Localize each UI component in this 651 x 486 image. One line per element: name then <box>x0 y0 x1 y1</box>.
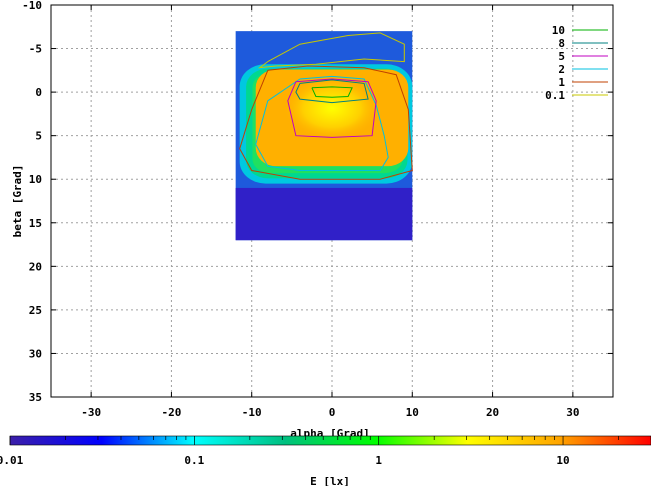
colorbar-tick-label: 0.1 <box>184 454 204 467</box>
legend-label: 5 <box>558 50 565 63</box>
heatmap-low-region <box>235 187 413 241</box>
contour-line <box>295 79 369 104</box>
y-tick-label: 30 <box>29 347 42 360</box>
legend-label: 0.1 <box>545 89 565 102</box>
contour-line <box>239 65 413 180</box>
colorbar-tick-label: 0.01 <box>0 454 24 467</box>
x-tick-label: 20 <box>486 406 499 419</box>
x-tick-label: 10 <box>406 406 419 419</box>
colorbar-tick-label: 1 <box>375 454 382 467</box>
x-tick-label: -10 <box>242 406 262 419</box>
contour-line <box>311 86 353 98</box>
y-axis-label: beta [Grad] <box>11 165 24 238</box>
y-tick-label: 35 <box>29 391 42 404</box>
contours <box>239 32 413 180</box>
legend-label: 1 <box>558 76 565 89</box>
legend-label: 8 <box>558 37 565 50</box>
y-tick-label: -10 <box>22 0 42 12</box>
y-tick-label: 10 <box>29 173 42 186</box>
legend-label: 10 <box>552 24 565 37</box>
contour-line <box>255 75 389 171</box>
contour-line <box>287 78 377 138</box>
y-tick-label: 0 <box>35 86 42 99</box>
y-tick-label: 20 <box>29 260 42 273</box>
contour-line <box>257 32 405 69</box>
y-tick-label: -5 <box>29 43 42 56</box>
y-tick-label: 5 <box>35 130 42 143</box>
x-tick-label: -30 <box>81 406 101 419</box>
heatmap-band-yellow <box>283 76 381 141</box>
colorbar-label: E [lx] <box>310 475 350 486</box>
x-tick-label: 30 <box>566 406 579 419</box>
legend-label: 2 <box>558 63 565 76</box>
x-tick-label: -20 <box>161 406 181 419</box>
x-tick-label: 0 <box>329 406 336 419</box>
colorbar-tick-label: 10 <box>556 454 569 467</box>
y-tick-label: 15 <box>29 217 42 230</box>
y-tick-label: 25 <box>29 304 42 317</box>
colorbar: 0.01 0.1 1 10 <box>0 435 651 467</box>
heatmap <box>235 31 413 241</box>
